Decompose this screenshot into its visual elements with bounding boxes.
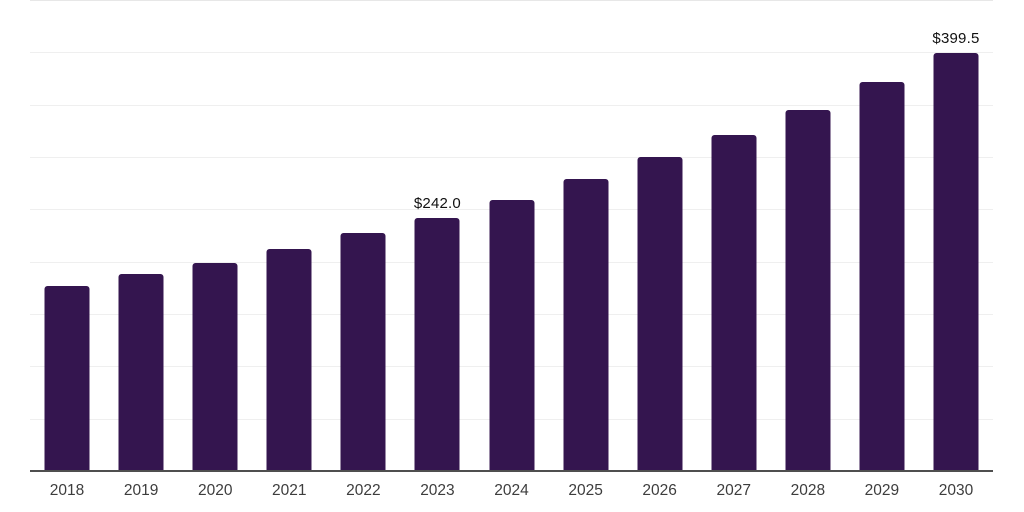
x-tick-label-2026: 2026	[642, 482, 677, 499]
x-tick-label-2020: 2020	[197, 482, 233, 499]
bar-slot-2026	[623, 0, 697, 471]
x-tick-label-2021: 2021	[272, 482, 307, 499]
bar-slot-2030: $399.5	[919, 0, 993, 471]
bar-slot-2023: $242.0	[400, 0, 474, 471]
bar-2022	[340, 233, 386, 471]
bar-slot-2022	[326, 0, 400, 471]
bar-slot-2029	[845, 0, 919, 471]
gridline	[30, 52, 993, 54]
bar-2028	[785, 109, 831, 471]
gridline	[30, 0, 993, 1]
bar-2021	[266, 249, 312, 471]
bar-2024	[489, 199, 534, 471]
gridline	[30, 104, 993, 106]
bar-slot-2024	[474, 0, 548, 471]
bar-slot-2019	[104, 0, 178, 471]
bar-2019	[118, 274, 164, 471]
value-label-2030: $399.5	[932, 29, 980, 47]
bar-slots: $242.0 $399.5	[30, 0, 993, 471]
x-tick-label-2029: 2029	[864, 482, 900, 499]
bar-2029	[859, 81, 905, 471]
x-tick-label-2023: 2023	[420, 482, 455, 499]
bar-slot-2027	[697, 0, 771, 471]
bar-2018	[44, 285, 90, 471]
x-tick-label-2028: 2028	[790, 482, 826, 499]
bar-2025	[563, 178, 609, 471]
x-tick-label-2022: 2022	[346, 482, 381, 499]
bar-slot-2018	[30, 0, 104, 471]
bar-slot-2028	[771, 0, 845, 471]
bar-slot-2025	[549, 0, 623, 471]
bar-2026	[637, 157, 683, 471]
plot-area: $242.0 $399.5	[30, 0, 993, 472]
value-label-2023: $242.0	[413, 194, 461, 212]
x-axis-tick-labels: 2018 2019 2020 2021 2022 2023 2024 2025 2026 2027…	[30, 482, 993, 500]
bar-2023	[414, 217, 460, 471]
x-tick-label-2030: 2030	[938, 482, 974, 499]
x-tick-label-2025: 2025	[568, 482, 603, 499]
bar-2030	[933, 52, 979, 471]
x-tick-label-2027: 2027	[716, 482, 751, 499]
gridline	[30, 157, 993, 158]
x-tick-label-2019: 2019	[123, 482, 159, 499]
bar-2027	[711, 135, 757, 471]
bar-slot-2021	[252, 0, 326, 471]
bar-slot-2020	[178, 0, 252, 471]
x-tick-label-2024: 2024	[494, 482, 529, 499]
x-tick-label-2018: 2018	[49, 482, 85, 499]
bar-2020	[192, 262, 238, 471]
x-axis-line	[30, 470, 993, 472]
